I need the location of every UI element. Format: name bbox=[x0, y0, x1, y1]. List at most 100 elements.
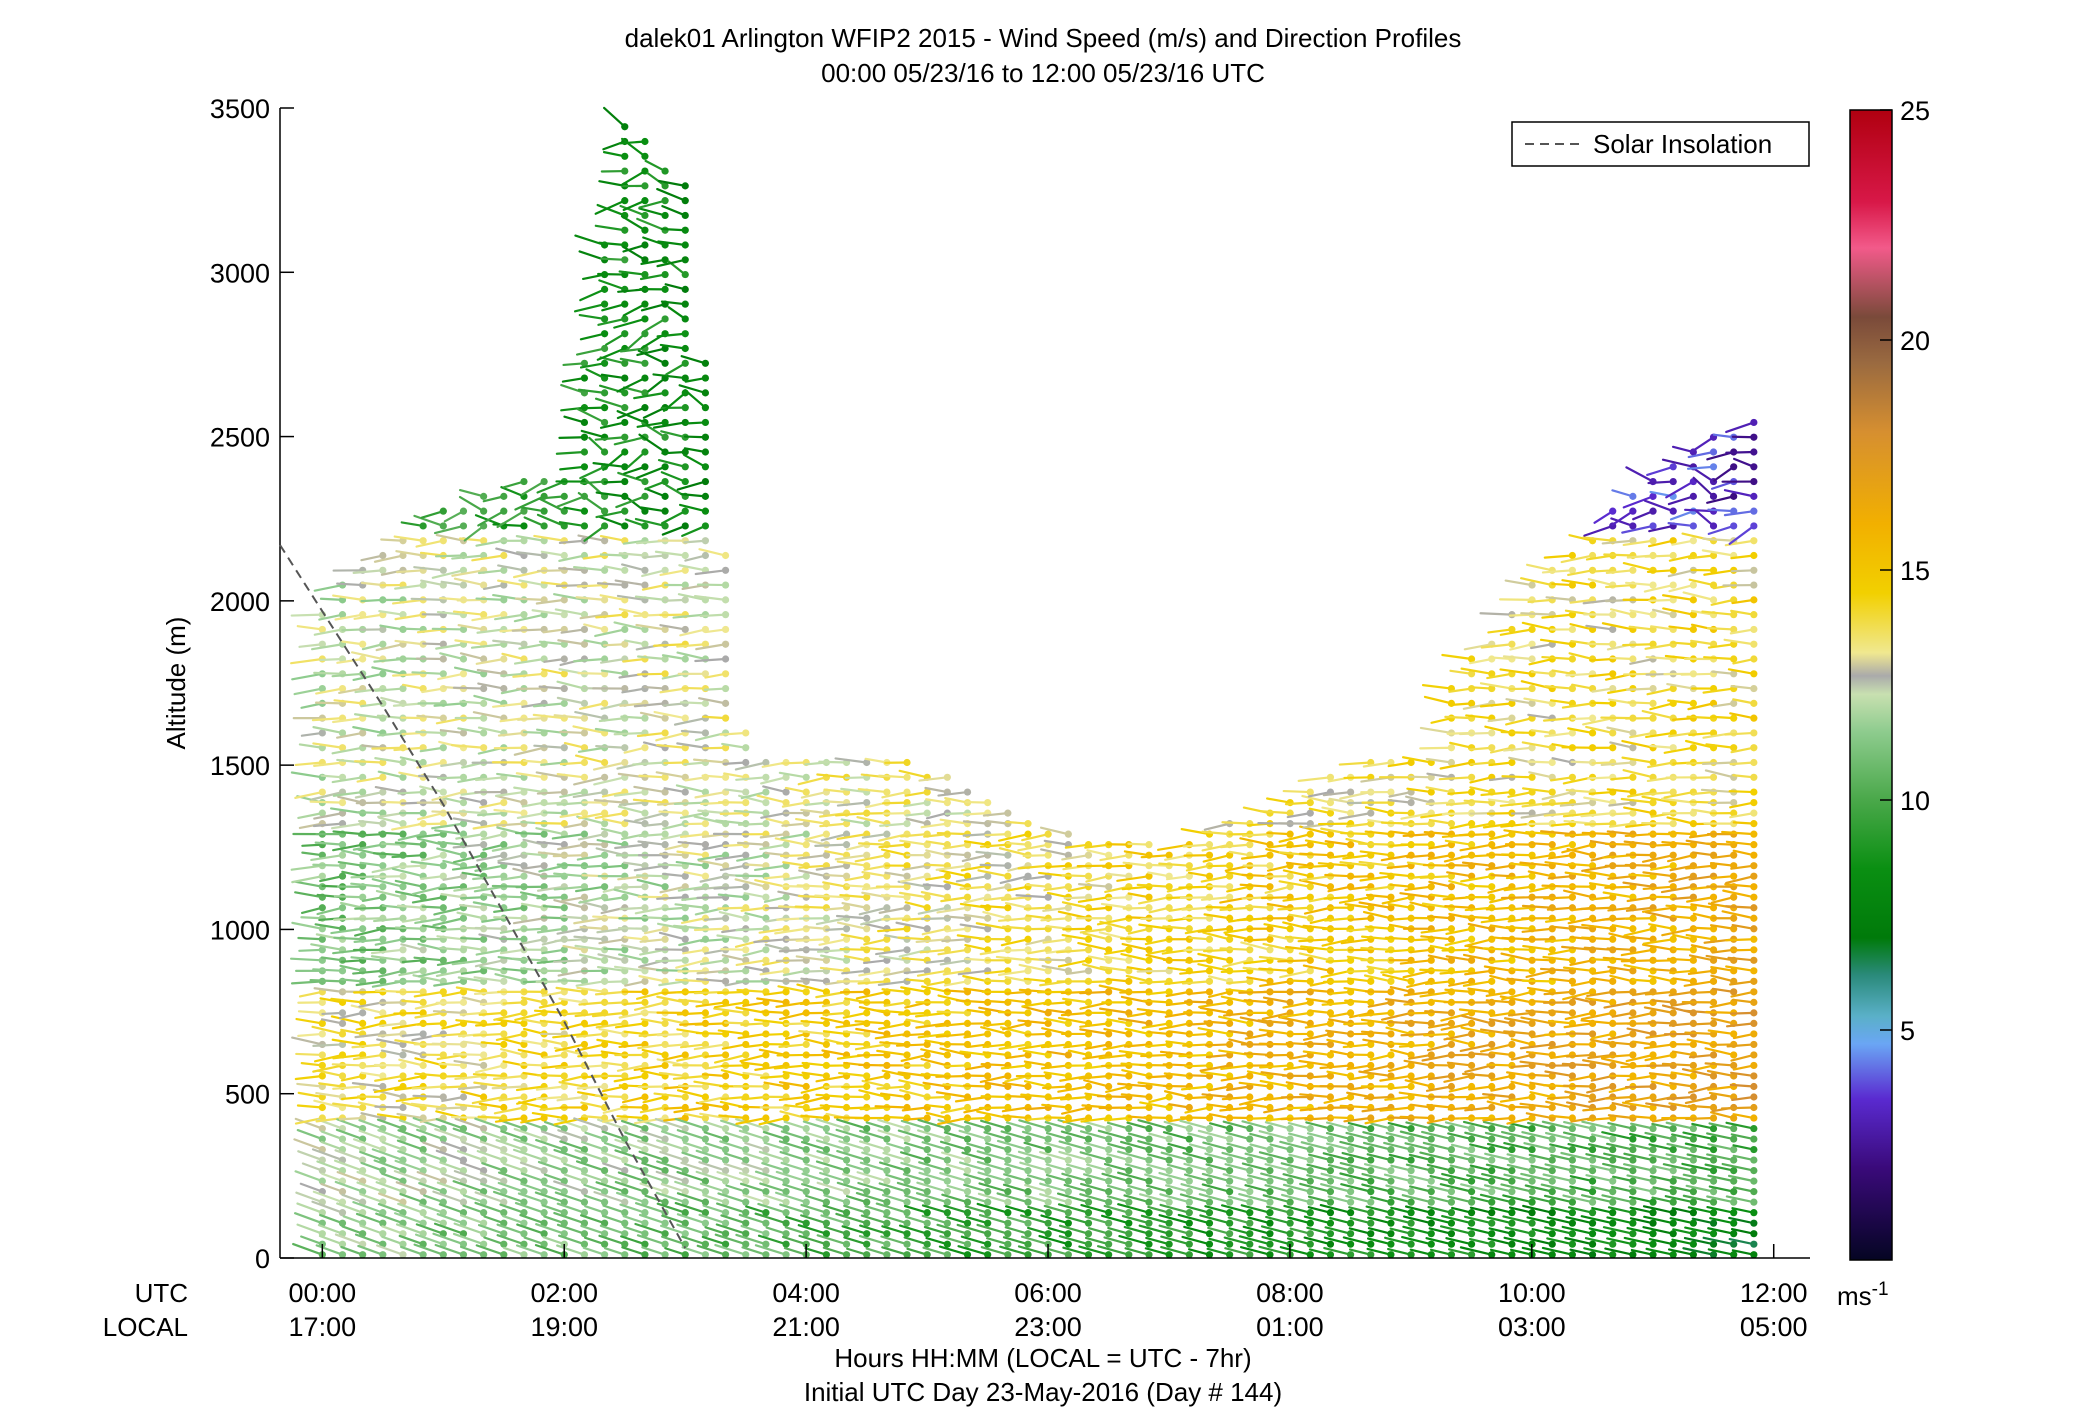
wind-barb-dot bbox=[580, 374, 589, 382]
wind-barb-dot bbox=[338, 1072, 347, 1080]
wind-barb-shaft bbox=[321, 1172, 344, 1183]
wind-barb-dot bbox=[318, 935, 326, 943]
wind-barb-dot bbox=[500, 799, 508, 807]
wind-barb-dot bbox=[1004, 1188, 1012, 1196]
wind-barb-dot bbox=[661, 1240, 669, 1248]
wind-barb-shaft bbox=[337, 795, 364, 804]
wind-barb-shaft bbox=[493, 746, 526, 750]
wind-barb-dot bbox=[1024, 820, 1032, 828]
wind-barb-shaft bbox=[355, 1022, 384, 1031]
wind-barb-dot bbox=[984, 1114, 992, 1122]
wind-barb-shaft bbox=[298, 948, 324, 952]
wind-barb-dot bbox=[701, 1198, 710, 1206]
wind-barb-dot bbox=[681, 522, 689, 530]
wind-barb-dot bbox=[500, 507, 508, 515]
wind-barb-dot bbox=[560, 492, 568, 500]
wind-barb-dot bbox=[621, 256, 629, 264]
wind-barb-shaft bbox=[332, 717, 364, 724]
wind-barb-dot bbox=[984, 914, 992, 922]
wind-barb-dot bbox=[943, 1198, 951, 1206]
wind-barb-dot bbox=[500, 655, 508, 663]
wind-barb-dot bbox=[842, 1188, 851, 1196]
wind-barb-shaft bbox=[350, 651, 384, 661]
wind-barb-dot bbox=[641, 182, 649, 190]
wind-barb-dot bbox=[863, 1251, 871, 1259]
wind-barb-dot bbox=[1004, 1135, 1012, 1143]
wind-barb-dot bbox=[1004, 1156, 1012, 1164]
wind-barb-shaft bbox=[312, 1043, 344, 1048]
wind-barb-dot bbox=[480, 1209, 488, 1217]
wind-barb-dot bbox=[903, 1167, 911, 1175]
wind-barb-dot bbox=[943, 773, 951, 781]
wind-barb-dot bbox=[338, 611, 347, 619]
wind-barb-shaft bbox=[352, 1201, 384, 1214]
wind-barb-dot bbox=[661, 270, 669, 279]
wind-barb-dot bbox=[1064, 1177, 1072, 1185]
wind-barb-dot bbox=[883, 1188, 891, 1196]
wind-barb-dot bbox=[984, 1145, 992, 1154]
wind-barb-dot bbox=[399, 1051, 407, 1059]
wind-barb-shaft bbox=[394, 926, 425, 930]
wind-barb-dot bbox=[883, 1167, 891, 1175]
wind-barb-dot bbox=[701, 1124, 710, 1133]
wind-barb-shaft bbox=[720, 1064, 747, 1068]
wind-barb-dot bbox=[1105, 1251, 1113, 1259]
wind-barb-dot bbox=[1145, 1230, 1153, 1238]
wind-barb-dot bbox=[883, 1251, 891, 1259]
wind-barb-dot bbox=[1024, 1209, 1032, 1217]
wind-barb-dot bbox=[762, 773, 770, 781]
wind-barb-dot bbox=[1145, 1198, 1153, 1206]
wind-barb-dot bbox=[1004, 1251, 1012, 1259]
wind-barb-shaft bbox=[332, 1085, 364, 1090]
wind-barb-dot bbox=[1004, 1240, 1012, 1248]
wind-barb-dot bbox=[601, 1209, 609, 1217]
wind-barb-dot bbox=[661, 1019, 669, 1027]
wind-barb-dot bbox=[1004, 904, 1012, 912]
wind-barb-dot bbox=[701, 904, 710, 912]
wind-barb-dot bbox=[580, 1188, 589, 1196]
wind-barb-dot bbox=[802, 1040, 810, 1049]
wind-barb-dot bbox=[379, 1093, 387, 1101]
wind-barb-dot bbox=[338, 1209, 347, 1217]
wind-barb-dot bbox=[842, 1198, 851, 1206]
wind-barb-dot bbox=[318, 1030, 326, 1038]
wind-barb-dot bbox=[601, 344, 609, 353]
wind-barb-dot bbox=[621, 522, 629, 530]
wind-barb-dot bbox=[338, 956, 347, 964]
wind-barb-dot bbox=[318, 925, 326, 933]
wind-barb-dot bbox=[923, 1135, 931, 1143]
wind-barb-dot bbox=[1145, 1188, 1153, 1196]
wind-barb-dot bbox=[641, 197, 649, 205]
wind-barb-dot bbox=[439, 904, 447, 912]
wind-barb-dot bbox=[984, 1072, 992, 1080]
wind-barb-dot bbox=[621, 374, 629, 382]
wind-barb-dot bbox=[601, 830, 609, 838]
wind-barb-dot bbox=[1004, 809, 1012, 817]
wind-barb-dot bbox=[1064, 1145, 1072, 1154]
wind-barb-dot bbox=[1024, 935, 1032, 943]
wind-barb-dot bbox=[621, 830, 629, 838]
wind-barb-dot bbox=[580, 1177, 589, 1185]
wind-barb-dot bbox=[621, 566, 629, 574]
wind-barb-dot bbox=[621, 226, 629, 234]
wind-barb-shaft bbox=[654, 948, 687, 951]
wind-barb-dot bbox=[802, 773, 810, 781]
wind-barb-shaft bbox=[557, 979, 586, 983]
wind-barb-dot bbox=[520, 1251, 528, 1259]
wind-barb-dot bbox=[500, 1030, 508, 1038]
wind-barb-dot bbox=[540, 507, 548, 515]
wind-barb-dot bbox=[943, 1209, 951, 1217]
wind-barb-dot bbox=[379, 820, 387, 828]
wind-barb-dot bbox=[580, 729, 589, 737]
wind-barb-dot bbox=[601, 1251, 609, 1259]
wind-barb-dot bbox=[762, 946, 770, 954]
wind-barb-shaft bbox=[339, 964, 364, 972]
wind-barb-shaft bbox=[437, 776, 465, 780]
wind-barb-dot bbox=[1105, 1188, 1113, 1196]
wind-barb-dot bbox=[842, 841, 851, 849]
wind-barb-dot bbox=[338, 729, 347, 737]
wind-barb-dot bbox=[863, 914, 871, 922]
wind-barb-dot bbox=[1024, 1145, 1032, 1154]
wind-barb-dot bbox=[318, 1072, 326, 1080]
